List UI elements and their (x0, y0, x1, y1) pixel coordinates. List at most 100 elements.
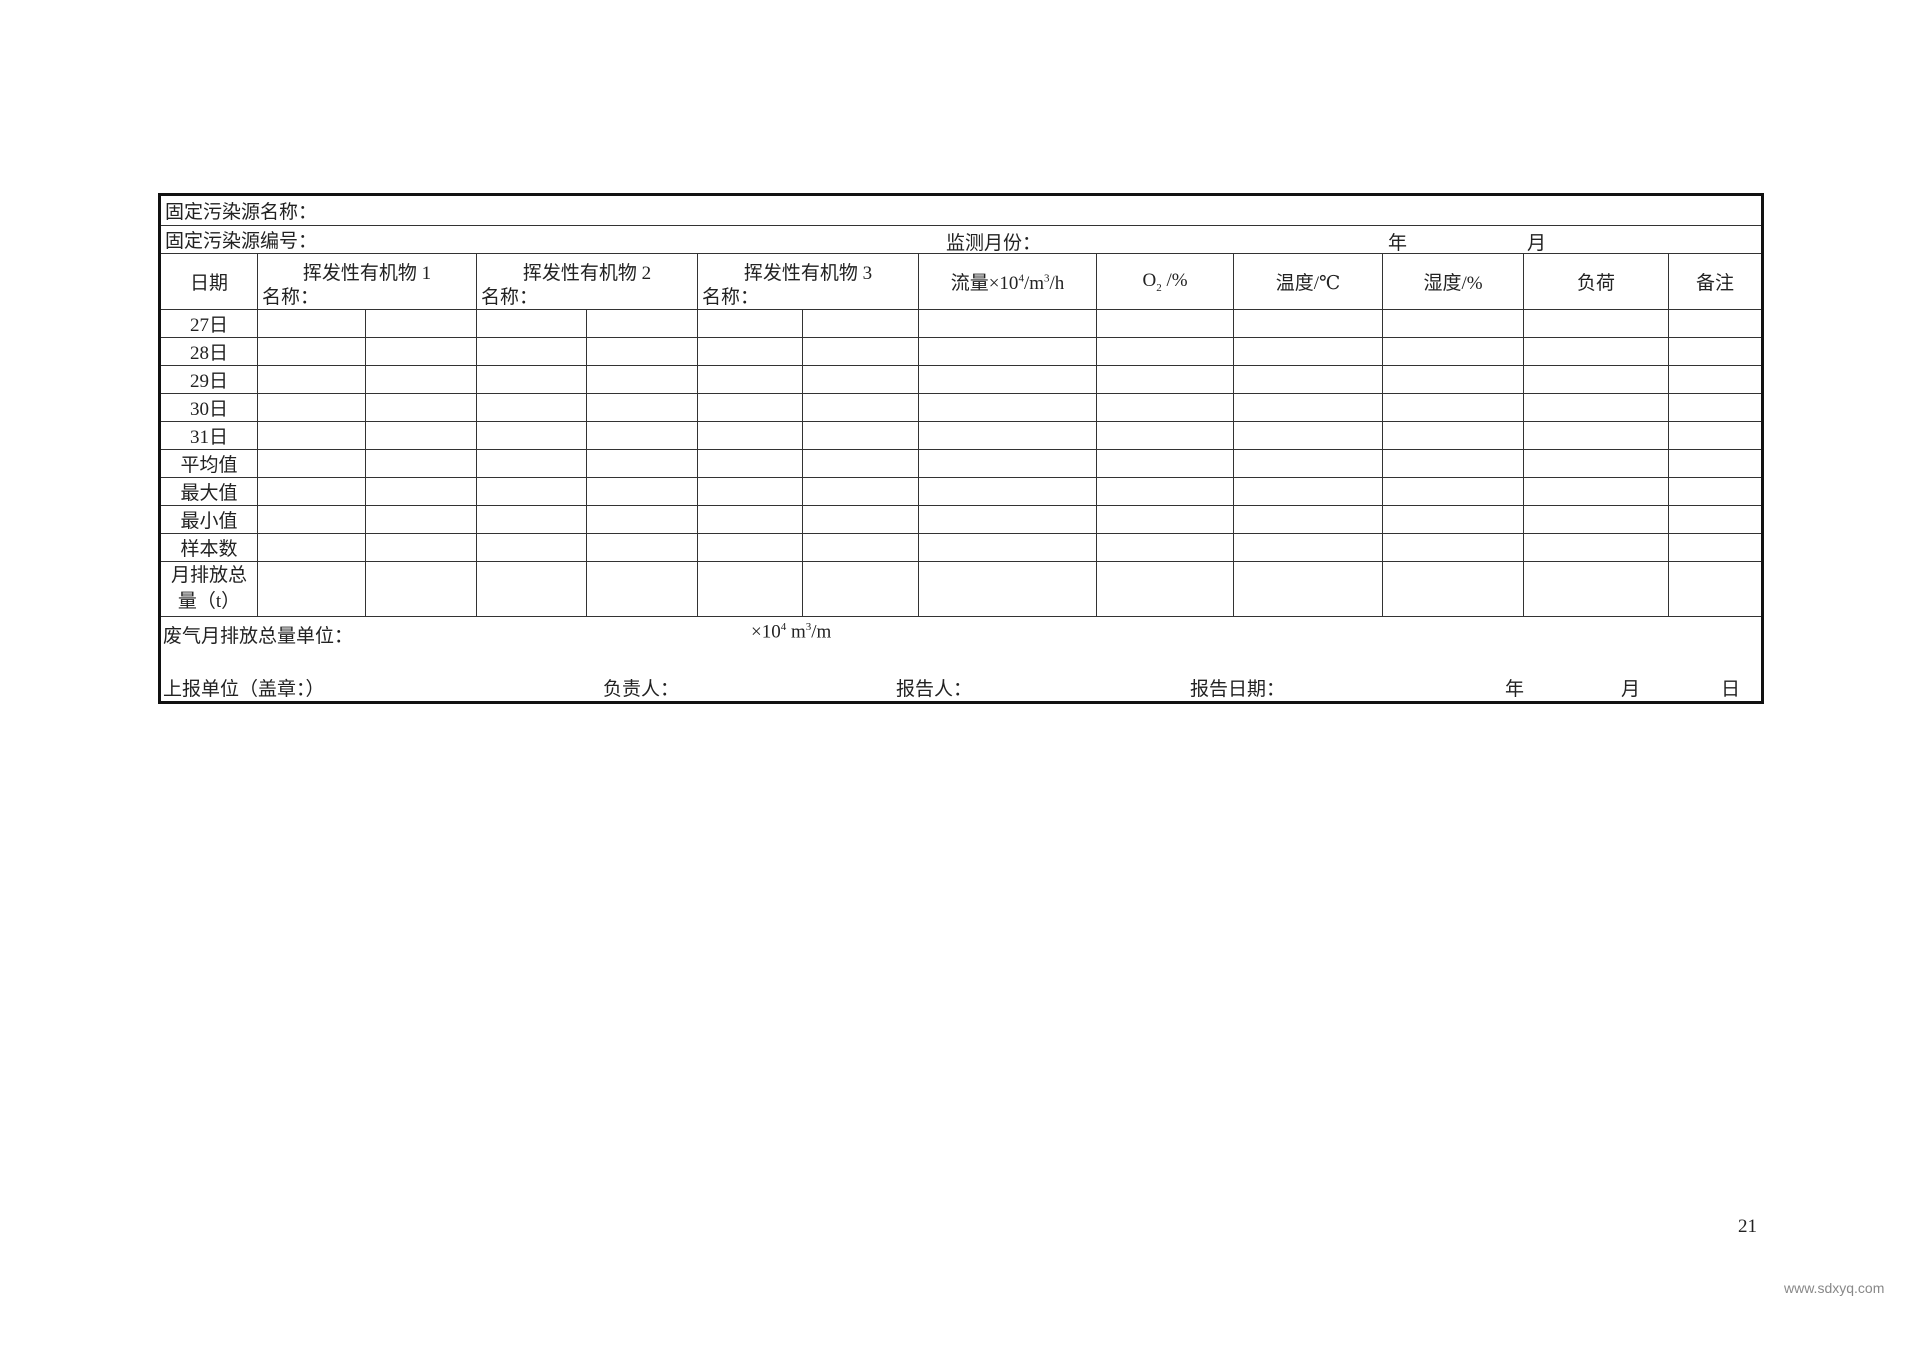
cell[interactable] (365, 505, 477, 534)
cell[interactable] (697, 365, 803, 394)
cell[interactable] (586, 449, 698, 478)
cell[interactable] (1233, 505, 1383, 534)
cell[interactable] (1382, 365, 1524, 394)
cell[interactable] (1523, 337, 1669, 366)
cell[interactable] (365, 561, 477, 617)
cell[interactable] (365, 365, 477, 394)
cell[interactable] (1096, 533, 1234, 562)
cell[interactable] (1382, 533, 1524, 562)
cell[interactable] (1233, 449, 1383, 478)
cell[interactable] (697, 393, 803, 422)
cell[interactable] (365, 477, 477, 506)
cell[interactable] (1667, 337, 1764, 366)
cell[interactable] (918, 533, 1097, 562)
cell[interactable] (1523, 393, 1669, 422)
cell[interactable] (1233, 337, 1383, 366)
cell[interactable] (1096, 393, 1234, 422)
cell[interactable] (802, 477, 919, 506)
cell[interactable] (697, 477, 803, 506)
cell[interactable] (1096, 561, 1234, 617)
cell[interactable] (1667, 421, 1764, 450)
cell[interactable] (1382, 421, 1524, 450)
cell[interactable] (1667, 505, 1764, 534)
voc1-name-label[interactable]: 名称： (262, 287, 320, 308)
cell[interactable] (1233, 477, 1383, 506)
cell[interactable] (697, 337, 803, 366)
cell[interactable] (365, 533, 477, 562)
cell[interactable] (802, 365, 919, 394)
cell[interactable] (586, 309, 698, 338)
cell[interactable] (1233, 561, 1383, 617)
cell[interactable] (257, 561, 366, 617)
cell[interactable] (1096, 477, 1234, 506)
cell[interactable] (802, 533, 919, 562)
cell[interactable] (1382, 505, 1524, 534)
cell[interactable] (257, 477, 366, 506)
cell[interactable] (476, 533, 587, 562)
cell[interactable] (802, 449, 919, 478)
cell[interactable] (257, 449, 366, 478)
cell[interactable] (257, 421, 366, 450)
cell[interactable] (257, 505, 366, 534)
cell[interactable] (697, 505, 803, 534)
cell[interactable] (476, 505, 587, 534)
cell[interactable] (257, 393, 366, 422)
cell[interactable] (257, 533, 366, 562)
cell[interactable] (257, 309, 366, 338)
cell[interactable] (257, 337, 366, 366)
cell[interactable] (257, 365, 366, 394)
cell[interactable] (476, 337, 587, 366)
cell[interactable] (365, 421, 477, 450)
cell[interactable] (1523, 365, 1669, 394)
cell[interactable] (802, 393, 919, 422)
cell[interactable] (365, 337, 477, 366)
cell[interactable] (918, 449, 1097, 478)
cell[interactable] (1382, 337, 1524, 366)
cell[interactable] (476, 421, 587, 450)
cell[interactable] (586, 421, 698, 450)
cell[interactable] (586, 505, 698, 534)
cell[interactable] (1096, 505, 1234, 534)
cell[interactable] (918, 309, 1097, 338)
cell[interactable] (586, 365, 698, 394)
cell[interactable] (1667, 309, 1764, 338)
cell[interactable] (476, 449, 587, 478)
voc2-name-label[interactable]: 名称： (481, 287, 539, 308)
cell[interactable] (1382, 309, 1524, 338)
cell[interactable] (1096, 365, 1234, 394)
cell[interactable] (586, 477, 698, 506)
cell[interactable] (1096, 337, 1234, 366)
cell[interactable] (918, 561, 1097, 617)
cell[interactable] (1233, 421, 1383, 450)
cell[interactable] (1233, 533, 1383, 562)
cell[interactable] (1096, 421, 1234, 450)
cell[interactable] (918, 365, 1097, 394)
cell[interactable] (586, 337, 698, 366)
cell[interactable] (1233, 309, 1383, 338)
cell[interactable] (476, 561, 587, 617)
cell[interactable] (802, 421, 919, 450)
cell[interactable] (1523, 449, 1669, 478)
cell[interactable] (1096, 309, 1234, 338)
cell[interactable] (802, 505, 919, 534)
cell[interactable] (1667, 477, 1764, 506)
cell[interactable] (1667, 561, 1764, 617)
cell[interactable] (586, 561, 698, 617)
cell[interactable] (1382, 449, 1524, 478)
cell[interactable] (918, 393, 1097, 422)
cell[interactable] (365, 449, 477, 478)
cell[interactable] (918, 477, 1097, 506)
cell[interactable] (802, 309, 919, 338)
cell[interactable] (1382, 561, 1524, 617)
cell[interactable] (1233, 365, 1383, 394)
cell[interactable] (697, 421, 803, 450)
source-name-field[interactable]: 固定污染源名称： (158, 194, 1764, 226)
cell[interactable] (918, 421, 1097, 450)
cell[interactable] (918, 505, 1097, 534)
cell[interactable] (476, 365, 587, 394)
cell[interactable] (1667, 533, 1764, 562)
cell[interactable] (1233, 393, 1383, 422)
cell[interactable] (1523, 561, 1669, 617)
cell[interactable] (476, 477, 587, 506)
cell[interactable] (1667, 393, 1764, 422)
